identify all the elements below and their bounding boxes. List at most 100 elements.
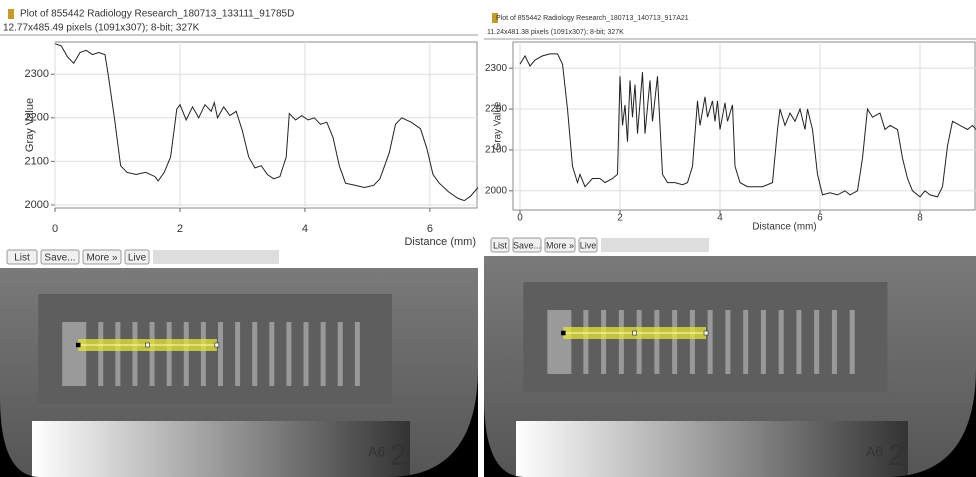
phantom-slat	[689, 310, 695, 374]
phantom-slat	[636, 310, 642, 374]
button[interactable]	[40, 249, 80, 265]
phantom-slat	[252, 322, 258, 386]
phantom-slat	[654, 310, 660, 374]
image-label: 2	[888, 439, 905, 472]
window-title: Plot of 855442 Radiology Research_180713…	[20, 9, 294, 20]
phantom-slat	[132, 322, 138, 386]
phantom-slat	[601, 310, 607, 374]
phantom-slat	[354, 322, 360, 386]
status-field	[601, 238, 709, 252]
y-tick-label: 2200	[485, 104, 507, 115]
button[interactable]	[6, 249, 38, 265]
window-title: Plot of 855442 Radiology Research_180713…	[496, 15, 689, 22]
image-label: 2	[390, 439, 407, 472]
y-tick-label: 2100	[25, 155, 49, 167]
phantom-slat	[303, 322, 309, 386]
step-wedge	[32, 421, 410, 477]
phantom-slat	[583, 310, 589, 374]
step-wedge	[516, 421, 908, 477]
x-axis-label: Distance (mm)	[752, 222, 816, 233]
x-tick-label: 6	[817, 213, 823, 224]
button-label: More »	[86, 253, 118, 264]
x-tick-label: 6	[427, 223, 433, 235]
phantom-slat	[183, 322, 189, 386]
y-tick-label: 2000	[485, 185, 507, 196]
phantom-slat	[149, 322, 155, 386]
corner	[0, 397, 40, 477]
corner	[484, 397, 524, 477]
x-tick-label: 4	[302, 223, 308, 235]
phantom-slat	[814, 310, 820, 374]
phantom-slat	[269, 322, 275, 386]
roi-handle	[703, 330, 709, 336]
button[interactable]	[490, 237, 510, 253]
button-label: List	[493, 240, 508, 250]
window-title-icon	[8, 9, 14, 19]
image-label: A6	[866, 444, 883, 460]
roi-handle	[214, 342, 220, 348]
phantom-slat	[98, 322, 104, 386]
button[interactable]	[512, 237, 542, 253]
button[interactable]	[578, 237, 598, 253]
phantom-slat	[743, 310, 749, 374]
button[interactable]	[124, 249, 150, 265]
x-axis-label: Distance (mm)	[404, 236, 476, 248]
roi-handle	[561, 330, 566, 336]
y-tick-label: 2100	[485, 145, 507, 156]
phantom-slat	[831, 310, 837, 374]
x-tick-label: 0	[517, 213, 523, 224]
button-label: More »	[546, 240, 574, 250]
roi-handle	[75, 342, 81, 348]
roi-handle	[632, 330, 637, 336]
phantom-slat	[618, 310, 624, 374]
phantom-slat	[725, 310, 731, 374]
corner	[886, 367, 976, 477]
button-label: Live	[580, 240, 597, 250]
phantom-slat	[200, 322, 206, 386]
button[interactable]	[82, 249, 122, 265]
image-label: A6	[368, 444, 385, 460]
roi-handle	[145, 342, 150, 348]
phantom-slat	[115, 322, 121, 386]
y-tick-label: 2200	[25, 112, 49, 124]
image-info: 11.24x481.38 pixels (1091x307); 8-bit; 3…	[487, 29, 624, 36]
image-info: 12.77x485.49 pixels (1091x307); 8-bit; 3…	[3, 23, 200, 34]
corner	[388, 367, 478, 477]
x-tick-label: 2	[617, 213, 623, 224]
button[interactable]	[544, 237, 576, 253]
phantom-light	[547, 310, 572, 374]
button-label: Live	[128, 253, 147, 264]
phantom-slat	[166, 322, 172, 386]
button-label: List	[14, 253, 30, 264]
y-tick-label: 2300	[25, 68, 49, 80]
phantom-slat	[217, 322, 223, 386]
window-title-icon	[492, 13, 498, 23]
profile-line	[54, 43, 479, 202]
plot-frame	[54, 41, 478, 209]
y-axis-label: Gray Value	[493, 101, 504, 150]
phantom-light	[62, 322, 87, 386]
profile-line	[519, 53, 976, 198]
x-tick-label: 8	[917, 213, 923, 224]
button-label: Save...	[513, 240, 541, 250]
x-tick-label: 0	[52, 223, 58, 235]
phantom-slat	[286, 322, 292, 386]
phantom-slat	[778, 310, 784, 374]
x-tick-label: 2	[177, 223, 183, 235]
phantom-slat	[760, 310, 766, 374]
plot-frame	[512, 41, 976, 211]
phantom-slat	[707, 310, 713, 374]
phantom-slat	[796, 310, 802, 374]
y-axis-label: Gray Value	[24, 98, 36, 152]
phantom-slat	[337, 322, 343, 386]
x-tick-label: 4	[717, 213, 723, 224]
phantom-slat	[672, 310, 678, 374]
y-tick-label: 2300	[485, 63, 507, 74]
phantom-slat	[320, 322, 326, 386]
status-field	[153, 250, 279, 264]
button-label: Save...	[44, 253, 75, 264]
phantom-slat	[849, 310, 855, 374]
y-tick-label: 2000	[25, 199, 49, 211]
phantom-slat	[235, 322, 241, 386]
